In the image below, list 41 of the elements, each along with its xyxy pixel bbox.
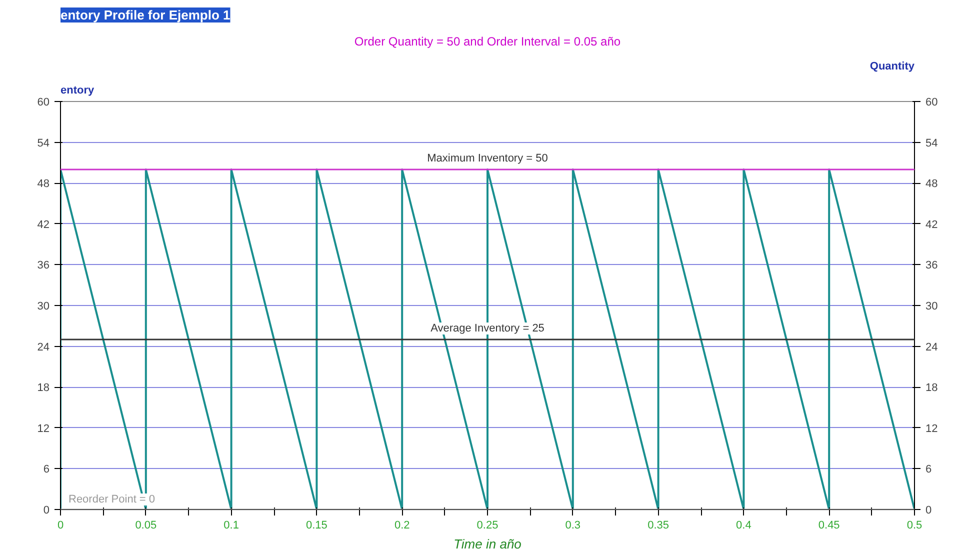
y-tick-label: 42: [37, 218, 50, 231]
chart-title: entory Profile for Ejemplo 1: [60, 8, 230, 22]
x-tick-label: 0.2: [394, 520, 410, 532]
x-tick-label: 0.3: [565, 520, 581, 532]
y-axis-title: entory: [60, 84, 95, 96]
chart-subtitle: Order Quantity = 50 and Order Interval = 0.05 año: [354, 34, 621, 48]
x-tick-label: 0: [57, 520, 64, 532]
x-tick-label: 0.15: [306, 520, 328, 532]
y-tick-label: 60: [37, 96, 50, 108]
ref-line-label: Maximum Inventory = 50: [427, 152, 548, 164]
ref-line-label: Average Inventory = 25: [430, 322, 544, 334]
y2-tick-label: 42: [926, 218, 938, 231]
y2-tick-label: 54: [926, 137, 938, 150]
x-tick-label: 0.05: [135, 520, 157, 532]
y-tick-label: 48: [37, 178, 50, 190]
y-tick-label: 12: [37, 422, 50, 435]
x-axis-title: Time in año: [454, 536, 522, 552]
y2-tick-label: 36: [926, 260, 938, 272]
y2-tick-label: 60: [926, 96, 938, 108]
x-tick-label: 0.25: [476, 520, 498, 532]
y2-tick-label: 6: [926, 464, 932, 476]
y2-tick-label: 0: [926, 504, 932, 516]
y2-tick-label: 12: [926, 422, 938, 435]
y-tick-label: 54: [37, 137, 50, 150]
y-tick-label: 18: [37, 382, 50, 394]
y-tick-label: 0: [43, 504, 50, 516]
y2-tick-label: 24: [926, 341, 938, 354]
ref-line-label: Reorder Point = 0: [68, 494, 156, 506]
y2-tick-label: 30: [926, 300, 938, 312]
x-tick-label: 0.45: [818, 520, 840, 532]
x-tick-label: 0.35: [648, 520, 670, 532]
y-tick-label: 30: [37, 300, 50, 312]
y2-axis-title: Quantity: [870, 60, 916, 72]
y2-tick-label: 48: [926, 178, 938, 190]
y-tick-label: 24: [37, 341, 50, 354]
x-tick-label: 0.1: [224, 520, 239, 532]
y2-tick-label: 18: [926, 382, 938, 394]
y-tick-label: 36: [37, 260, 50, 272]
x-tick-label: 0.4: [736, 520, 752, 532]
x-tick-label: 0.5: [906, 520, 922, 532]
y-tick-label: 6: [43, 464, 50, 476]
